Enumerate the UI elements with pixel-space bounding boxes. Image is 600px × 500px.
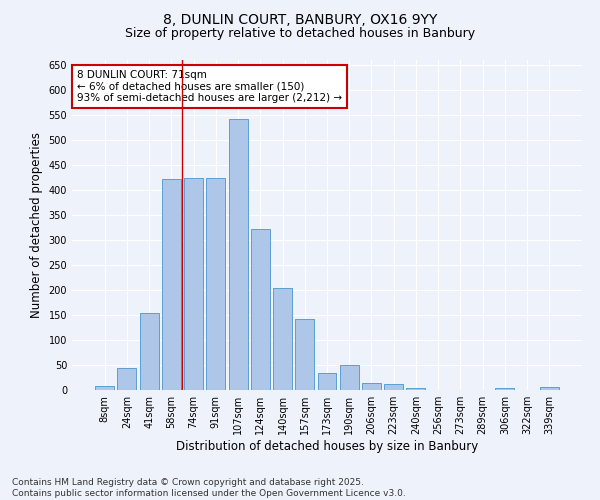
Text: 8 DUNLIN COURT: 71sqm
← 6% of detached houses are smaller (150)
93% of semi-deta: 8 DUNLIN COURT: 71sqm ← 6% of detached h… <box>77 70 342 103</box>
Text: 8, DUNLIN COURT, BANBURY, OX16 9YY: 8, DUNLIN COURT, BANBURY, OX16 9YY <box>163 12 437 26</box>
Bar <box>317 372 337 390</box>
Bar <box>273 288 292 390</box>
Bar <box>140 312 158 390</box>
Bar <box>206 178 225 390</box>
Bar <box>184 178 203 390</box>
Bar <box>406 388 425 390</box>
Text: Size of property relative to detached houses in Banbury: Size of property relative to detached ho… <box>125 28 475 40</box>
Bar <box>340 365 359 390</box>
Bar <box>251 228 270 390</box>
Bar <box>295 318 314 390</box>
Bar <box>496 388 514 390</box>
Bar <box>362 382 381 390</box>
Text: Contains HM Land Registry data © Crown copyright and database right 2025.
Contai: Contains HM Land Registry data © Crown c… <box>12 478 406 498</box>
Bar <box>95 386 114 390</box>
Bar <box>229 118 248 390</box>
Y-axis label: Number of detached properties: Number of detached properties <box>30 132 43 318</box>
Bar <box>162 179 181 390</box>
Bar <box>540 387 559 390</box>
Bar <box>118 368 136 390</box>
Bar <box>384 384 403 390</box>
X-axis label: Distribution of detached houses by size in Banbury: Distribution of detached houses by size … <box>176 440 478 453</box>
